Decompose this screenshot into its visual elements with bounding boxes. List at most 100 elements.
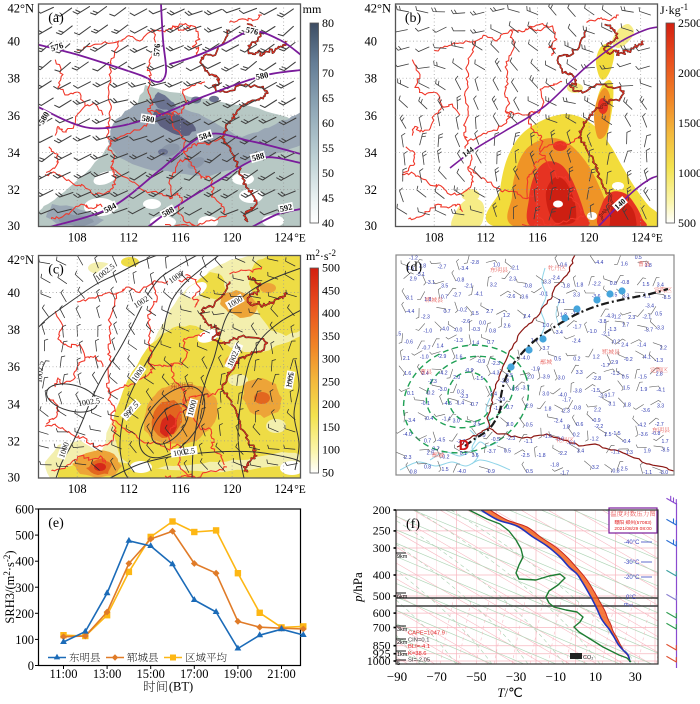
svg-text:-3.8: -3.8 <box>573 389 582 395</box>
svg-text:0: 0 <box>28 659 34 673</box>
svg-text:-1.9: -1.9 <box>531 367 540 373</box>
svg-text:-1.6: -1.6 <box>543 434 552 440</box>
svg-text:1002.5: 1002.5 <box>77 396 100 408</box>
svg-text:-4.0: -4.0 <box>521 356 530 362</box>
svg-text:m2·s-2: m2·s-2 <box>306 248 336 263</box>
svg-text:45: 45 <box>322 191 334 205</box>
svg-text:-4.1: -4.1 <box>642 354 651 360</box>
svg-text:-2.2: -2.2 <box>594 424 603 430</box>
svg-text:-3.6: -3.6 <box>641 408 650 414</box>
svg-text:-3.9: -3.9 <box>496 397 505 403</box>
svg-text:-0.8: -0.8 <box>611 468 620 474</box>
svg-text:-2.1: -2.1 <box>601 331 610 337</box>
svg-text:36: 36 <box>365 109 378 123</box>
svg-text:1.8: 1.8 <box>563 424 570 430</box>
svg-text:-2.6: -2.6 <box>461 319 470 325</box>
svg-text:15:00: 15:00 <box>136 667 164 681</box>
svg-text:0.7: 0.7 <box>441 295 448 301</box>
svg-text:−90: −90 <box>387 669 407 684</box>
svg-text:0.5: 0.5 <box>504 449 511 455</box>
svg-text:2.9: 2.9 <box>427 451 434 457</box>
svg-text:-1.5: -1.5 <box>612 431 621 437</box>
svg-text:-0.1: -0.1 <box>421 401 430 407</box>
svg-text:-0.2: -0.2 <box>458 308 467 314</box>
svg-text:1500: 1500 <box>678 116 700 130</box>
svg-text:-3.6: -3.6 <box>639 432 648 438</box>
svg-text:3.0: 3.0 <box>506 422 513 428</box>
svg-text:-2.1: -2.1 <box>464 284 473 290</box>
svg-text:-1.4: -1.4 <box>455 401 464 407</box>
svg-text:500: 500 <box>322 261 340 275</box>
svg-text:-1.4: -1.4 <box>637 342 646 348</box>
svg-text:200: 200 <box>15 607 34 621</box>
svg-text:200: 200 <box>322 397 340 411</box>
svg-text:2.4: 2.4 <box>621 342 628 348</box>
svg-text:2.1: 2.1 <box>558 299 565 305</box>
svg-text:116: 116 <box>171 482 189 496</box>
svg-text:1.0: 1.0 <box>542 323 549 329</box>
svg-text:70: 70 <box>322 66 334 80</box>
svg-text:38: 38 <box>8 323 21 337</box>
svg-text:1.5: 1.5 <box>472 311 479 317</box>
svg-text:0.5: 0.5 <box>526 469 533 475</box>
svg-text:1.7: 1.7 <box>608 393 615 399</box>
svg-text:0.5: 0.5 <box>655 312 662 318</box>
svg-text:-0.9: -0.9 <box>465 368 474 374</box>
svg-text:-2.3: -2.3 <box>561 408 570 414</box>
svg-text:576: 576 <box>49 40 64 53</box>
svg-text:2.2: 2.2 <box>594 408 601 414</box>
svg-text:-3.3: -3.3 <box>655 325 664 331</box>
svg-text:13:00: 13:00 <box>93 667 121 681</box>
svg-text:400: 400 <box>15 555 34 569</box>
svg-text:-0.2: -0.2 <box>426 391 435 397</box>
svg-text:-2.4: -2.4 <box>551 275 560 281</box>
svg-text:-3.1: -3.1 <box>426 280 435 286</box>
svg-text:-0.5: -0.5 <box>524 423 533 429</box>
svg-text:30: 30 <box>629 669 642 684</box>
svg-text:SI=-2.05: SI=-2.05 <box>408 658 430 664</box>
svg-text:-0.3: -0.3 <box>471 327 480 333</box>
svg-text:-1.7: -1.7 <box>573 324 582 330</box>
svg-text:CIN=0.1: CIN=0.1 <box>408 638 429 644</box>
svg-text:-0.8: -0.8 <box>621 280 630 286</box>
svg-text:350: 350 <box>322 329 340 343</box>
svg-text:-4.1: -4.1 <box>474 292 483 298</box>
svg-text:(e): (e) <box>48 516 64 531</box>
svg-text:1.5: 1.5 <box>394 331 401 337</box>
svg-text:42°N: 42°N <box>8 253 35 267</box>
svg-text:0.5: 0.5 <box>622 374 629 380</box>
svg-text:-0.0: -0.0 <box>454 328 463 334</box>
svg-text:m₂₂: m₂₂ <box>624 602 633 608</box>
svg-text:-0.8: -0.8 <box>523 284 532 290</box>
svg-text:-0.6: -0.6 <box>510 387 519 393</box>
svg-text:2.4: 2.4 <box>490 392 497 398</box>
svg-text:-0.6: -0.6 <box>559 263 568 269</box>
svg-text:-1.3: -1.3 <box>654 358 663 364</box>
svg-text:1000: 1000 <box>367 654 391 668</box>
svg-text:D: D <box>459 438 469 454</box>
svg-text:65: 65 <box>322 91 334 105</box>
svg-text:-3.9: -3.9 <box>477 433 486 439</box>
svg-text:30: 30 <box>8 219 21 233</box>
svg-text:CAPE=1047.9: CAPE=1047.9 <box>408 631 445 637</box>
svg-text:2.4: 2.4 <box>524 314 531 320</box>
svg-text:°E: °E <box>294 233 306 245</box>
svg-text:580: 580 <box>141 113 155 125</box>
svg-text:-2.2: -2.2 <box>592 282 601 288</box>
svg-text:1000: 1000 <box>186 399 199 417</box>
svg-text:600: 600 <box>15 503 34 517</box>
svg-text:576: 576 <box>151 43 162 57</box>
svg-text:0.6: 0.6 <box>576 422 583 428</box>
svg-text:580: 580 <box>255 69 270 81</box>
svg-text:1.3: 1.3 <box>626 450 633 456</box>
svg-text:-2.7: -2.7 <box>655 422 664 428</box>
svg-text:0.7: 0.7 <box>487 340 494 346</box>
svg-text:3.2: 3.2 <box>490 282 497 288</box>
svg-text:40: 40 <box>322 216 334 230</box>
svg-text:-2.3: -2.3 <box>421 314 430 320</box>
svg-text:200: 200 <box>373 503 391 517</box>
svg-text:-2.5: -2.5 <box>521 453 530 459</box>
svg-text:124: 124 <box>274 231 294 245</box>
svg-text:-2.7: -2.7 <box>438 264 447 270</box>
svg-text:1.6: 1.6 <box>621 261 628 267</box>
